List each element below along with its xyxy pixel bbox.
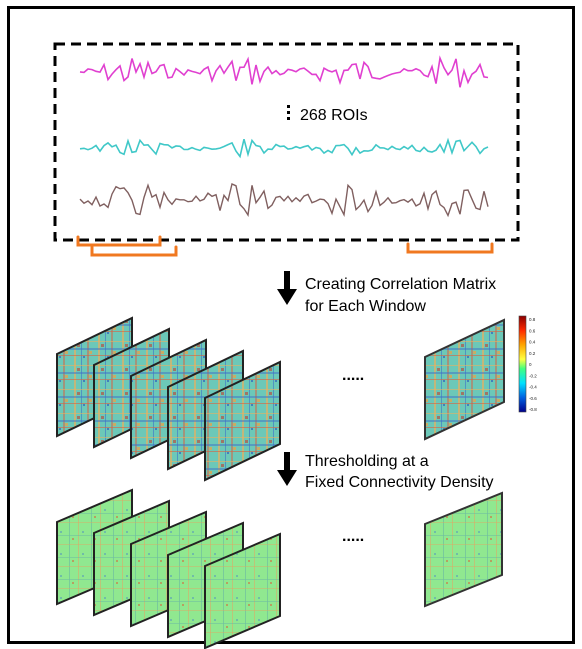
window-bracket-3 [406, 242, 494, 254]
window-bracket-2 [90, 245, 178, 257]
colorbar-tick-label: 0.4 [529, 340, 536, 345]
roi-signal-middle [79, 137, 489, 159]
ellipsis-2: ..... [342, 528, 364, 545]
colorbar-tick-label: 0 [529, 362, 532, 367]
colorbar-tick-label: -0.8 [529, 407, 537, 412]
window-bracket-1 [76, 235, 162, 247]
thresholded-matrix-stack [56, 488, 281, 649]
colorbar-tick-label: 0.2 [529, 351, 536, 356]
ellipsis-1: ..... [342, 367, 364, 384]
roi-count-label: 268 ROIs [300, 107, 368, 124]
down-arrow-2 [277, 452, 297, 486]
roi-signal-bottom [79, 183, 489, 218]
roi-signal-top [79, 55, 489, 88]
colorbar-tick-label: 0.8 [529, 317, 536, 322]
correlation-matrix-last-window [424, 318, 505, 441]
down-arrow-1 [277, 271, 297, 305]
colorbar-tick-label: 0.6 [529, 328, 536, 333]
thresholded-matrix-last-window [424, 491, 503, 608]
step2-label-line2: Fixed Connectivity Density [305, 474, 494, 491]
correlation-matrix-window-5 [204, 360, 281, 482]
thresholded-matrix-window-5 [204, 532, 281, 649]
step1-label-line1: Creating Correlation Matrix [305, 276, 496, 293]
roi-timeseries-box [53, 42, 520, 242]
step2-label-line1: Thresholding at a [305, 453, 429, 470]
colorbar-tick-label: -0.4 [529, 385, 537, 390]
correlation-matrix-stack [56, 316, 281, 482]
colorbar-tick-label: -0.6 [529, 396, 537, 401]
vertical-ellipsis [287, 105, 290, 120]
figure-frame [7, 6, 575, 644]
colorbar [518, 315, 527, 413]
colorbar-tick-label: -0.2 [529, 373, 537, 378]
step1-label-line2: for Each Window [305, 298, 426, 315]
